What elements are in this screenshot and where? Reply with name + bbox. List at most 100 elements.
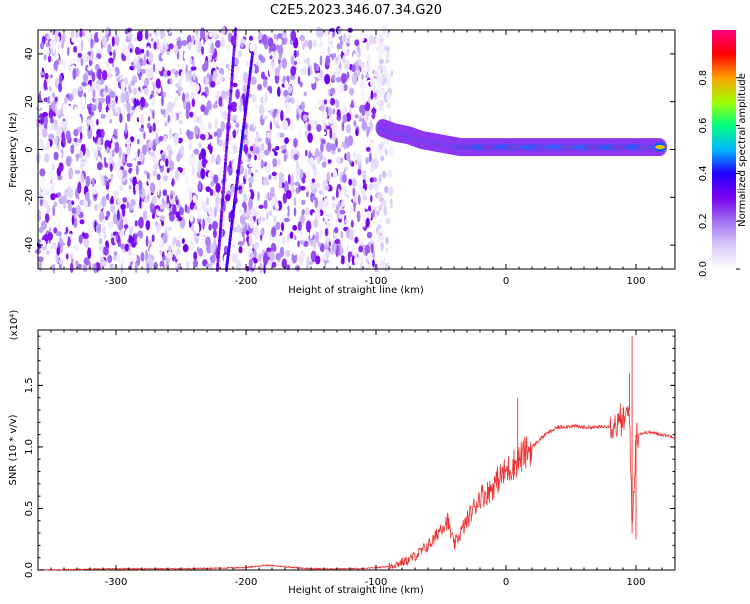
spectrogram-cell — [349, 205, 353, 215]
y-tick-label: 1.5 — [24, 377, 35, 393]
spectrogram-cell — [162, 232, 168, 244]
spectrogram-cell — [126, 163, 133, 168]
spectrogram-cell — [181, 170, 186, 176]
spectrogram-cell — [377, 75, 381, 87]
spectrogram-cell — [40, 89, 44, 100]
spectrogram-cell — [168, 171, 173, 183]
spectrogram-cell — [120, 92, 126, 104]
spectrogram-cell — [235, 88, 240, 100]
spectrogram-cell — [288, 156, 292, 161]
spectrogram-cell — [180, 144, 185, 156]
spectrogram-cell — [260, 227, 265, 236]
spectrogram-cell — [136, 111, 141, 118]
spectrogram-cell — [64, 176, 70, 188]
spectrogram-cell — [329, 31, 333, 37]
spectrogram-cell — [216, 135, 220, 146]
spectrogram-cell — [363, 68, 367, 76]
spectrogram-cell — [328, 241, 331, 247]
spectrogram-cell — [176, 153, 181, 162]
spectrogram-cell — [347, 34, 351, 40]
spectrogram-cell — [342, 55, 346, 63]
spectrogram-cell — [153, 83, 157, 91]
spectrogram-cell — [341, 199, 345, 208]
spectrogram-cell — [49, 95, 54, 103]
spectrogram-cell — [379, 259, 386, 270]
spectrogram-cell — [368, 34, 374, 46]
spectrogram-cell — [329, 185, 333, 192]
spectrogram-cell — [156, 38, 160, 51]
spectrogram-cell — [204, 46, 208, 52]
spectrogram-cell — [284, 137, 289, 144]
spectrogram-cell — [270, 186, 275, 195]
spectrogram-cell — [104, 85, 109, 93]
spectrogram-cell — [351, 64, 356, 73]
spectrogram-cell — [57, 192, 62, 198]
x-tick-label: 0 — [503, 276, 509, 287]
spectrogram-cell — [378, 197, 385, 202]
spectrogram-cell — [65, 226, 69, 234]
spectrogram-cell — [325, 124, 331, 130]
spectrogram-cell — [250, 76, 257, 85]
spectrogram-cell — [115, 233, 118, 242]
spectrogram-cell — [286, 237, 291, 243]
spectrogram-cell — [316, 124, 322, 132]
spectrogram-cell — [106, 62, 110, 68]
spectrogram-cell — [359, 261, 364, 273]
spectrogram-cell — [278, 44, 284, 56]
spectrogram-cell — [382, 200, 387, 207]
spectrogram-cell — [328, 37, 333, 42]
spectrogram-cell — [286, 109, 290, 116]
spectrogram-cell — [138, 216, 144, 229]
spectrogram-cell — [258, 204, 264, 209]
spectrogram-cell — [148, 138, 151, 149]
spectrogram-cell — [248, 35, 254, 41]
spectrogram-cell — [316, 36, 321, 47]
spectrogram-cell — [242, 212, 249, 218]
spectrogram-cell — [145, 188, 151, 199]
spectrogram-cell — [385, 110, 390, 123]
spectrogram-cell — [186, 129, 191, 138]
spectrogram-cell — [208, 223, 212, 231]
spectrogram-cell — [113, 251, 118, 256]
spectrogram-cell — [149, 33, 152, 38]
spectrogram-cell — [118, 146, 122, 159]
spectrogram-cell — [73, 243, 79, 251]
spectrogram-cell — [173, 133, 179, 145]
spectrogram-cell — [198, 142, 203, 149]
spectrogram-cell — [252, 158, 258, 171]
x-tick-label: 100 — [626, 276, 645, 287]
spectrogram-cell — [215, 182, 221, 193]
spectrogram-cell — [121, 257, 126, 263]
spectrogram-cell — [167, 245, 172, 252]
spectrogram-cell — [115, 107, 119, 114]
spectrogram-cell — [371, 56, 374, 68]
spectrogram-cell — [152, 156, 157, 163]
spectrogram-cell — [248, 176, 255, 184]
spectrogram-cell — [380, 241, 384, 252]
spectrogram-cell — [136, 30, 143, 42]
spectrogram-cell — [189, 72, 193, 83]
snr-series — [38, 336, 676, 571]
spectrogram-cell — [199, 133, 206, 140]
spectrogram-cell — [38, 239, 41, 245]
spectrogram-cell — [98, 202, 102, 209]
spectrogram-cell — [161, 94, 164, 107]
spectrogram-cell — [377, 191, 383, 199]
spectrogram-cell — [173, 112, 177, 122]
spectrogram-cell — [166, 51, 170, 56]
spectrogram-cell — [58, 82, 63, 93]
spectrogram-cell — [334, 226, 339, 234]
spectrogram-cell — [218, 26, 223, 36]
spectrogram-cell — [311, 178, 316, 184]
spectrogram-cell — [273, 33, 278, 40]
spectrogram-cell — [97, 68, 103, 80]
spectrogram-cell — [317, 99, 324, 105]
spectrogram-cell — [268, 210, 273, 217]
spectrogram-cell — [253, 242, 259, 250]
spectrogram-cell — [185, 72, 190, 82]
spectrogram-cell — [306, 256, 310, 267]
spectrogram-cell — [192, 59, 195, 67]
spectrogram-cell — [350, 220, 354, 228]
spectrogram-cell — [68, 87, 73, 94]
